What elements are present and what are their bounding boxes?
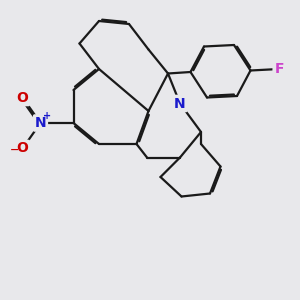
Text: −: − xyxy=(9,145,19,155)
Text: O: O xyxy=(16,142,28,155)
Text: F: F xyxy=(274,62,284,76)
Text: N: N xyxy=(35,116,46,130)
Text: O: O xyxy=(16,91,28,104)
Text: +: + xyxy=(43,111,52,122)
Text: N: N xyxy=(174,97,186,110)
